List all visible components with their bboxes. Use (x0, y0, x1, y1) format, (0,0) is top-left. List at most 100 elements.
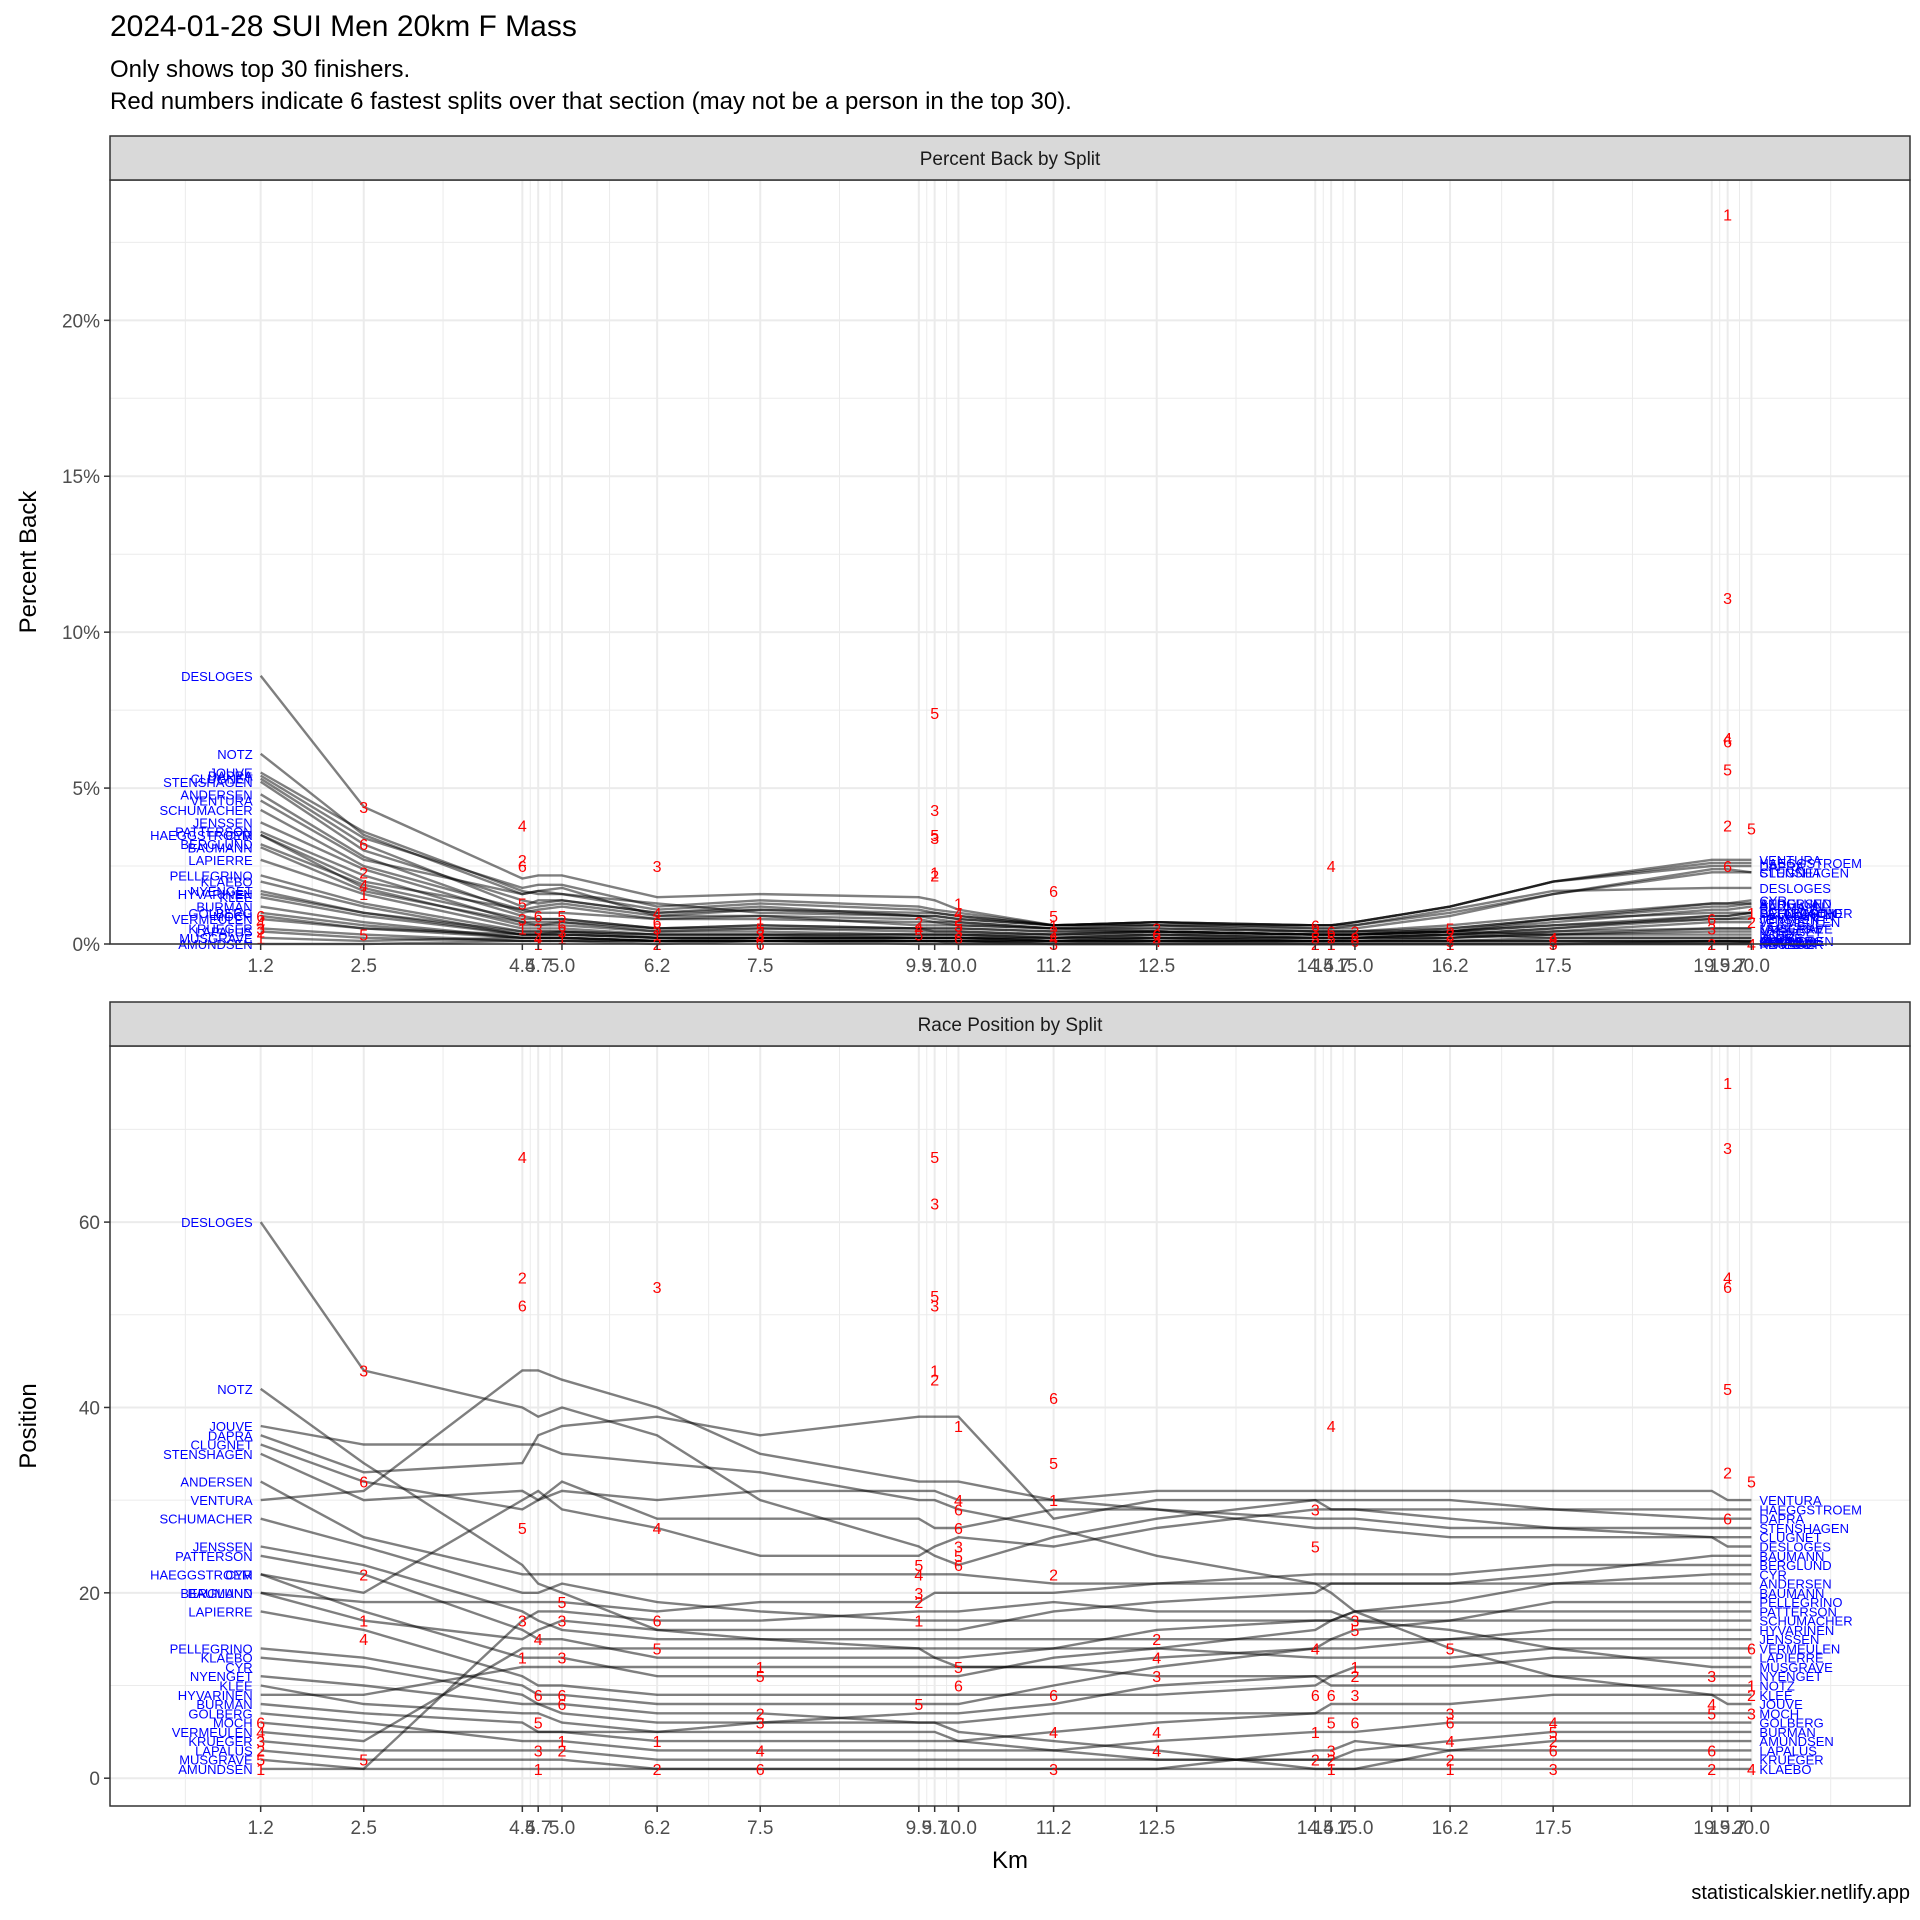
fastest-split-mark: 4 (1152, 1725, 1161, 1742)
start-name-label: ANDERSEN (180, 1475, 252, 1490)
end-name-label: HAEGGSTROEM (1759, 1502, 1862, 1517)
fastest-split-mark: 4 (1549, 931, 1558, 948)
fastest-split-mark: 3 (558, 1651, 567, 1668)
end-name-label: LAPIERRE (1759, 1651, 1824, 1666)
start-name-label: GOLBERG (188, 1706, 252, 1721)
fastest-split-mark: 6 (1350, 1716, 1359, 1733)
series-line-moch (260, 1712, 1752, 1734)
fastest-split-mark: 1 (930, 865, 939, 882)
fastest-split-mark: 4 (1723, 1271, 1732, 1288)
start-name-label: GOLBERG (188, 906, 252, 921)
plot-background (110, 1046, 1910, 1806)
fastest-split-mark: 1 (1723, 207, 1732, 224)
fastest-split-mark: 2 (1707, 1762, 1716, 1779)
end-name-label: PELLEGRINO (1759, 1595, 1842, 1610)
x-tick-label: 1.2 (247, 956, 273, 977)
fastest-split-mark: 4 (1723, 731, 1732, 748)
x-tick-label: 7.5 (747, 956, 773, 977)
fastest-split-mark: 4 (653, 1521, 662, 1538)
fastest-split-mark: 1 (359, 887, 368, 904)
fastest-split-mark: 6 (756, 1762, 765, 1779)
fastest-split-mark: 1 (930, 1363, 939, 1380)
start-name-label: MOCH (213, 1716, 253, 1731)
fastest-split-mark: 3 (1723, 1141, 1732, 1158)
series-line-jenssen (260, 1545, 1752, 1641)
end-name-label: CYR (1759, 893, 1786, 908)
fastest-split-mark: 4 (954, 906, 963, 923)
fastest-split-mark: 3 (359, 1363, 368, 1380)
start-name-label: HYVARINEN (178, 887, 253, 902)
series-line-ventura (260, 1369, 1752, 1502)
end-name-label: GOLBERG (1759, 934, 1823, 949)
x-tick-label: 10.0 (940, 956, 977, 977)
fastest-split-mark: 3 (534, 1743, 543, 1760)
end-name-label: SCHUMACHER (1759, 1614, 1852, 1629)
fastest-split-mark: 4 (1707, 1697, 1716, 1714)
fastest-split-mark: 2 (1049, 925, 1058, 942)
fastest-split-mark: 2 (1723, 1465, 1732, 1482)
series-line-berglund (260, 1563, 1752, 1613)
start-name-label: BAUMANN (188, 1586, 253, 1601)
series-line-clugnet (260, 1443, 1752, 1539)
fastest-split-mark: 6 (1549, 1743, 1558, 1760)
fastest-split-mark: 2 (1350, 925, 1359, 942)
x-tick-label: 9.7 (921, 956, 947, 977)
fastest-split-mark: 3 (930, 831, 939, 848)
fastest-split-mark: 6 (1049, 1391, 1058, 1408)
fastest-split-mark: 3 (1446, 934, 1455, 951)
fastest-split-mark: 5 (359, 1753, 368, 1770)
fastest-split-mark: 2 (653, 1762, 662, 1779)
fastest-split-mark: 6 (1311, 1688, 1320, 1705)
fastest-split-mark: 3 (1707, 921, 1716, 938)
end-name-label: PATTERSON (1759, 906, 1837, 921)
fastest-split-mark: 1 (954, 896, 963, 913)
end-name-label: STENSHAGEN (1759, 865, 1849, 880)
start-name-label: NYENGET (190, 1669, 253, 1684)
fastest-split-mark: 6 (1723, 859, 1732, 876)
fastest-split-mark: 2 (930, 1373, 939, 1390)
start-name-label: HAEGGSTROEM (150, 828, 253, 843)
start-name-label: MOCH (213, 909, 253, 924)
start-name-label: CLUGNET (191, 1438, 253, 1453)
fastest-split-mark: 6 (518, 1299, 527, 1316)
fastest-split-mark: 2 (1152, 1632, 1161, 1649)
start-name-label: JENSSEN (193, 1539, 253, 1554)
end-name-label: MUSGRAVE (1759, 921, 1833, 936)
fastest-split-mark: 6 (954, 1502, 963, 1519)
end-name-label: LAPIERRE (1759, 921, 1824, 936)
end-name-label: DAPRA (1759, 859, 1804, 874)
y-tick-label: 60 (79, 1213, 100, 1234)
y-tick-label: 20% (62, 311, 100, 332)
x-tick-label: 2.5 (351, 956, 377, 977)
plot-background (110, 180, 1910, 944)
facet-strip-label: Race Position by Split (918, 1015, 1104, 1036)
fastest-split-mark: 6 (1723, 1280, 1732, 1297)
fastest-split-mark: 4 (518, 1150, 527, 1167)
fastest-split-mark: 6 (1152, 928, 1161, 945)
x-tick-label: 1.2 (247, 1818, 273, 1839)
series-line-amundsen (260, 1739, 1752, 1771)
fastest-split-mark: 3 (518, 912, 527, 929)
end-name-label: NYENGET (1759, 925, 1822, 940)
fastest-split-mark: 3 (1350, 1688, 1359, 1705)
fastest-split-mark: 6 (1327, 1688, 1336, 1705)
start-name-label: CYR (225, 1567, 252, 1582)
y-tick-label: 40 (79, 1398, 100, 1419)
fastest-split-mark: 6 (1350, 934, 1359, 951)
fastest-split-mark: 5 (1327, 931, 1336, 948)
series-line-andersen (260, 1480, 1752, 1585)
fastest-split-mark: 3 (756, 928, 765, 945)
end-name-label: PATTERSON (1759, 1604, 1837, 1619)
end-name-label: AMUNDSEN (1759, 1734, 1833, 1749)
end-name-label: BAUMANN (1759, 1549, 1824, 1564)
fastest-split-mark: 5 (954, 1549, 963, 1566)
fastest-split-mark: 3 (1152, 1669, 1161, 1686)
x-tick-label: 19.7 (1709, 1818, 1746, 1839)
fastest-split-mark: 6 (653, 1614, 662, 1631)
fastest-split-mark: 5 (756, 921, 765, 938)
y-axis-title: Position (15, 1383, 42, 1468)
fastest-split-mark: 3 (653, 859, 662, 876)
end-name-label: KLAEBO (1759, 1762, 1811, 1777)
fastest-split-mark: 5 (1723, 1382, 1732, 1399)
